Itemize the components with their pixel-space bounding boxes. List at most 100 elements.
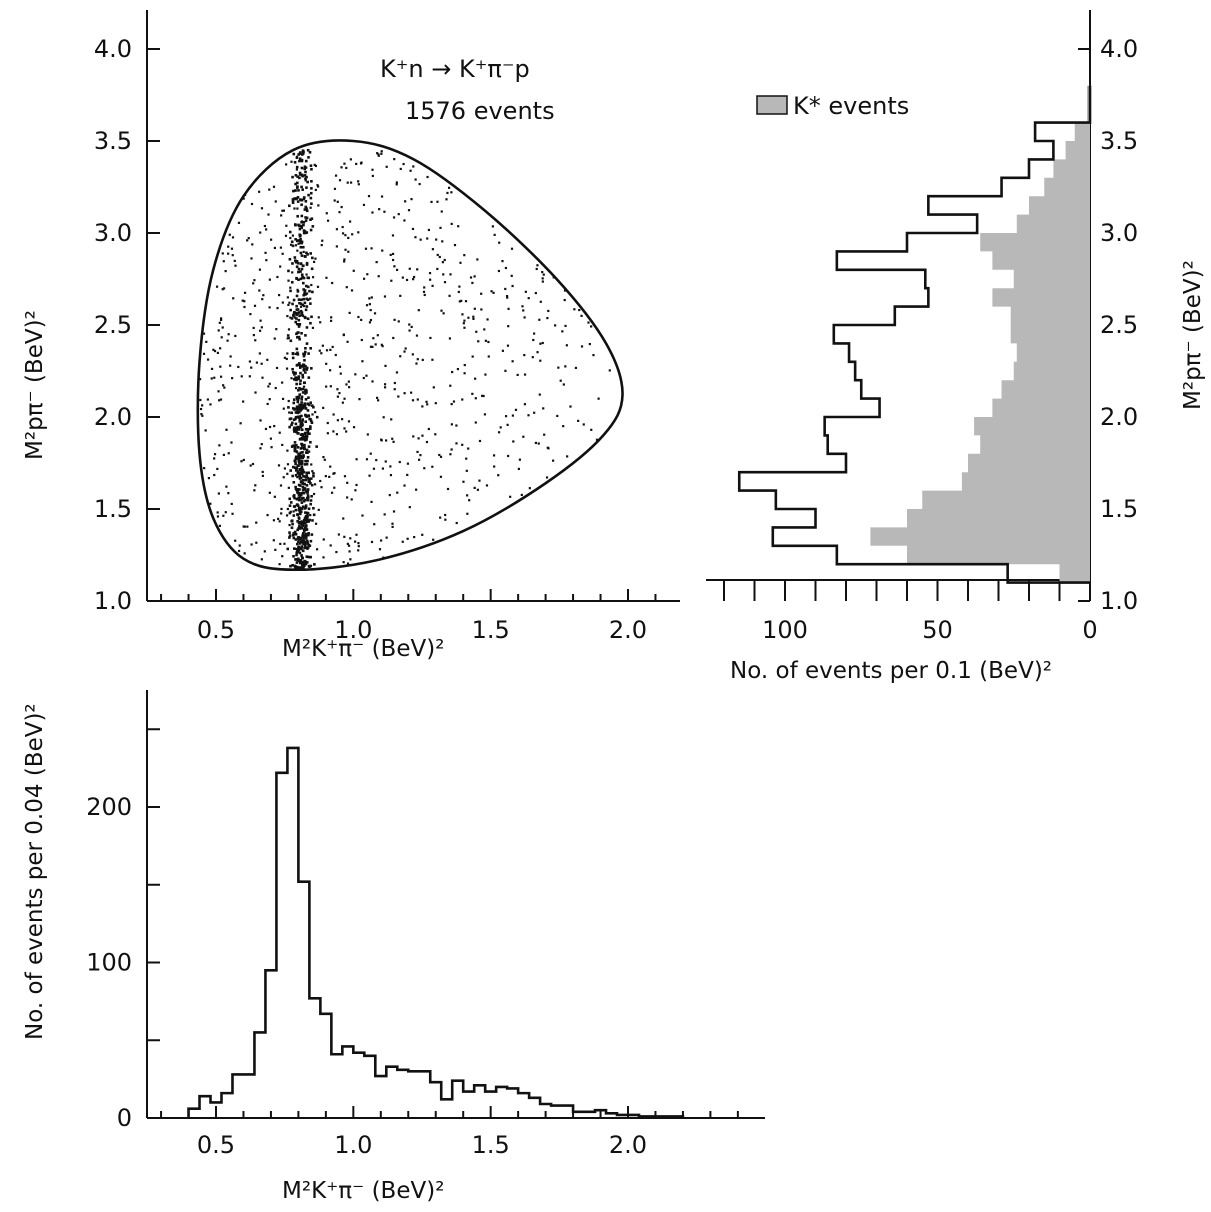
dalitz-x-tick-label: 1.0 xyxy=(334,616,372,644)
event-point xyxy=(310,421,314,425)
event-point xyxy=(497,474,500,477)
event-point xyxy=(293,496,296,500)
event-point xyxy=(218,321,221,324)
event-point xyxy=(302,491,306,495)
event-point xyxy=(302,562,305,566)
event-point xyxy=(506,296,509,299)
event-point xyxy=(312,513,316,517)
event-point xyxy=(291,421,294,425)
event-point xyxy=(298,386,301,390)
event-point xyxy=(300,556,304,560)
event-point xyxy=(562,383,565,386)
event-point xyxy=(294,457,298,460)
event-point xyxy=(296,528,299,532)
event-point xyxy=(465,469,468,472)
event-point xyxy=(510,274,513,277)
event-point xyxy=(311,470,314,473)
event-point xyxy=(483,413,487,416)
event-point xyxy=(341,225,344,229)
event-point xyxy=(391,252,395,256)
event-point xyxy=(301,532,305,535)
event-point xyxy=(499,426,502,429)
event-point xyxy=(302,368,306,372)
event-point xyxy=(209,502,212,505)
event-point xyxy=(590,428,593,431)
event-point xyxy=(291,371,295,374)
event-point xyxy=(392,440,395,443)
event-point xyxy=(373,312,377,315)
event-point xyxy=(305,305,309,308)
event-point xyxy=(349,537,352,540)
event-point xyxy=(237,221,241,224)
event-point xyxy=(295,347,299,351)
event-point xyxy=(397,320,400,323)
event-point xyxy=(225,485,228,488)
event-point xyxy=(296,207,299,210)
event-point xyxy=(395,181,398,184)
event-point xyxy=(290,423,293,427)
event-point xyxy=(229,355,232,358)
event-point xyxy=(393,158,396,161)
event-point xyxy=(329,348,332,351)
event-point xyxy=(298,474,301,478)
event-point xyxy=(349,158,352,161)
event-point xyxy=(337,533,340,536)
event-point xyxy=(300,442,303,445)
event-point xyxy=(297,461,301,464)
mppi-x-axis-label: No. of events per 0.1 (BeV)² xyxy=(730,658,1052,684)
mppi-kstar-histogram xyxy=(870,85,1090,583)
event-point xyxy=(368,303,371,306)
event-point xyxy=(213,457,216,460)
event-point xyxy=(330,491,334,494)
event-point xyxy=(478,479,481,482)
event-point xyxy=(309,252,312,255)
event-point xyxy=(284,234,288,237)
event-point xyxy=(286,296,289,299)
mkpi-projection-panel: 0 100 200 0.5 1.0 1.5 2.0 M²K⁺π⁻ (BeV)² No. o… xyxy=(22,690,765,1204)
event-point xyxy=(303,438,307,442)
event-point xyxy=(300,406,304,410)
event-point xyxy=(294,189,297,192)
event-point xyxy=(564,365,567,368)
event-point xyxy=(299,270,302,273)
event-point xyxy=(539,300,542,303)
event-point xyxy=(295,276,298,280)
dalitz-reaction-title: K⁺n → K⁺π⁻p xyxy=(380,55,530,83)
event-point xyxy=(294,259,297,262)
event-point xyxy=(378,548,382,551)
event-point xyxy=(288,504,292,507)
dalitz-panel: 1.0 1.5 2.0 2.5 3.0 3.5 4.0 0.5 1.0 1.5 2.0 K⁺n →… xyxy=(22,10,680,662)
event-point xyxy=(563,289,567,292)
event-point xyxy=(368,321,372,324)
event-point xyxy=(369,318,373,322)
event-point xyxy=(222,260,225,263)
event-point xyxy=(221,288,224,291)
event-point xyxy=(296,488,299,491)
event-point xyxy=(251,243,254,246)
event-point xyxy=(306,476,310,480)
event-point xyxy=(329,544,332,547)
event-point xyxy=(348,311,351,315)
event-point xyxy=(309,419,313,423)
event-point xyxy=(463,319,466,322)
event-point xyxy=(439,475,443,478)
event-point xyxy=(326,421,329,425)
event-point xyxy=(463,363,466,367)
event-point xyxy=(297,432,300,435)
event-point xyxy=(303,561,307,564)
event-point xyxy=(326,219,330,222)
event-point xyxy=(287,303,290,307)
event-point xyxy=(295,323,299,326)
event-point xyxy=(281,443,284,447)
event-point xyxy=(260,207,264,210)
event-point xyxy=(231,377,234,380)
event-point xyxy=(522,309,525,312)
event-point xyxy=(381,249,384,252)
event-point xyxy=(376,334,379,337)
event-point xyxy=(295,304,298,308)
event-point xyxy=(306,180,309,184)
event-point xyxy=(280,214,283,217)
mkpi-x-tick-label: 1.0 xyxy=(334,1131,372,1159)
event-point xyxy=(375,459,378,462)
event-point xyxy=(226,339,229,342)
